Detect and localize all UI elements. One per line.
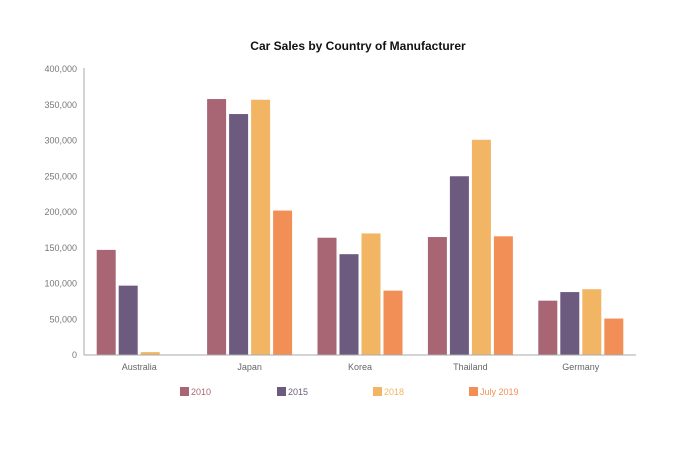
y-tick-label: 200,000 [44,207,77,217]
legend-item-2010[interactable]: 2010 [180,387,211,397]
legend-item-2018[interactable]: 2018 [373,387,404,397]
y-tick-label: 250,000 [44,171,77,181]
bar-thailand-2010[interactable] [427,237,447,355]
y-tick-label: 350,000 [44,100,77,110]
bar-thailand-2018[interactable] [471,139,491,355]
bar-japan-2015[interactable] [229,114,249,355]
bar-australia-2015[interactable] [118,285,138,355]
y-tick-label: 50,000 [49,314,77,324]
y-tick-label: 100,000 [44,279,77,289]
bar-japan-2010[interactable] [207,99,227,355]
y-tick-label: 400,000 [44,64,77,74]
legend-label: 2010 [191,387,211,397]
y-tick-label: 0 [72,350,77,360]
bar-germany-2010[interactable] [538,300,558,355]
bar-japan-july-2019[interactable] [273,210,293,355]
bar-korea-2018[interactable] [361,233,381,355]
bar-korea-july-2019[interactable] [383,290,403,355]
x-tick-label: Japan [237,362,262,372]
bar-korea-2010[interactable] [317,237,337,355]
x-tick-label: Australia [122,362,157,372]
legend-label: 2018 [384,387,404,397]
legend-item-july-2019[interactable]: July 2019 [469,387,519,397]
legend-swatch [469,387,478,396]
bar-germany-2018[interactable] [582,289,602,355]
chart-title: Car Sales by Country of Manufacturer [250,39,466,53]
legend-swatch [373,387,382,396]
bar-thailand-2015[interactable] [449,176,469,355]
legend-swatch [277,387,286,396]
bar-germany-july-2019[interactable] [604,318,624,355]
bar-japan-2018[interactable] [251,99,271,356]
legend-label: 2015 [288,387,308,397]
bar-thailand-july-2019[interactable] [493,236,513,355]
legend-label: July 2019 [480,387,519,397]
bar-germany-2015[interactable] [560,292,580,355]
y-tick-label: 300,000 [44,136,77,146]
legend-item-2015[interactable]: 2015 [277,387,308,397]
legend-swatch [180,387,189,396]
bar-australia-2010[interactable] [96,249,116,355]
x-tick-label: Germany [562,362,600,372]
x-tick-label: Thailand [453,362,488,372]
x-tick-label: Korea [348,362,372,372]
y-tick-label: 150,000 [44,243,77,253]
bar-australia-2018[interactable] [140,352,160,355]
bar-korea-2015[interactable] [339,254,359,355]
